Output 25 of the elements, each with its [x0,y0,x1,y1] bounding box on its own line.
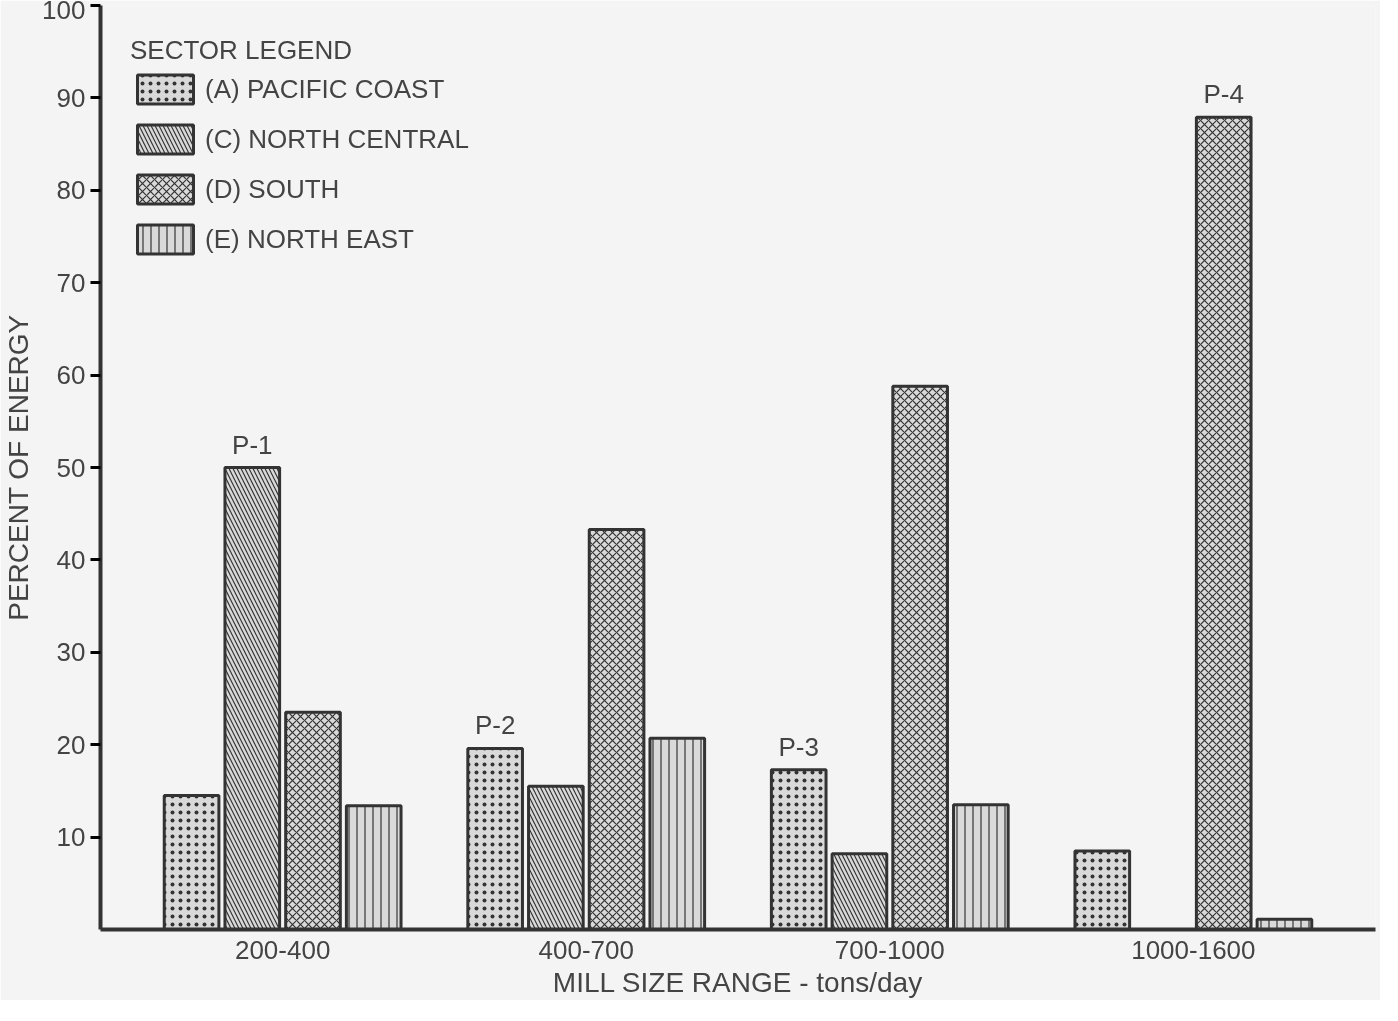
legend-label: (A) PACIFIC COAST [205,73,445,105]
annotation: P-2 [474,710,516,741]
legend-label: (D) SOUTH [205,173,340,205]
y-tick-label: 70 [56,267,86,298]
y-tick-label: 50 [56,452,86,483]
annotation: P-1 [232,429,273,460]
x-tick-label: 200-400 [234,934,331,965]
y-axis-title: PERCENT OF ENERGY [3,314,35,621]
x-axis-title: MILL SIZE RANGE - tons/day [552,966,923,998]
annotation: P-4 [1203,79,1244,110]
x-tick-label: 1000-1600 [1131,934,1256,965]
y-tick-label: 80 [56,175,86,206]
y-tick-label: 100 [42,0,86,25]
y-tick-label: 60 [56,360,86,391]
legend-label: (C) NORTH CENTRAL [205,123,469,155]
y-tick-label: 30 [56,637,86,668]
y-tick-label: 10 [56,822,86,853]
legend-title: SECTOR LEGEND [130,35,353,66]
x-tick-label: 700-1000 [834,934,945,965]
y-tick-label: 40 [56,544,86,575]
legend-label: (E) NORTH EAST [205,223,414,255]
annotation: P-3 [778,731,819,762]
y-tick-label: 20 [56,729,86,760]
y-tick-label: 90 [56,82,86,113]
x-tick-label: 400-700 [538,934,634,965]
